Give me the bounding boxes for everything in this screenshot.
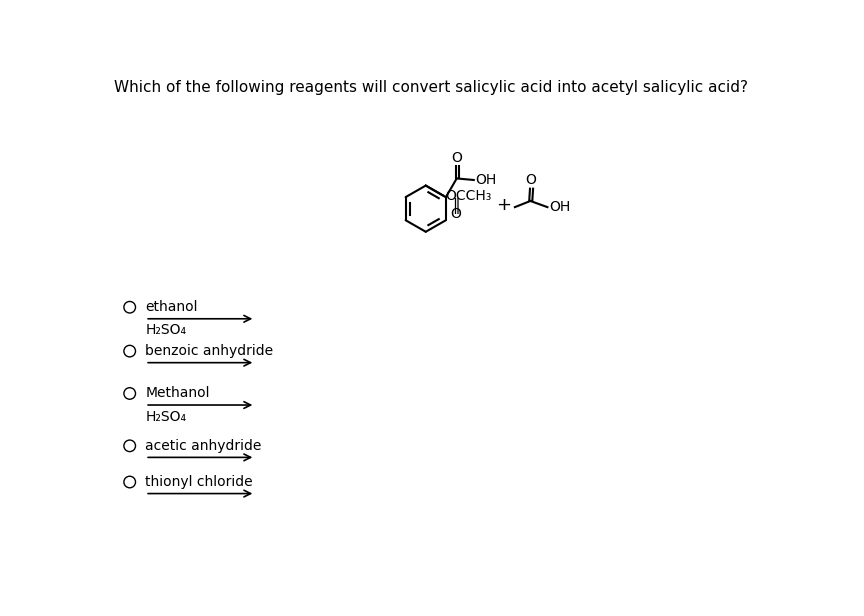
Text: benzoic anhydride: benzoic anhydride [145, 344, 273, 358]
Text: thionyl chloride: thionyl chloride [145, 475, 253, 489]
Text: O: O [451, 150, 462, 164]
Text: ‖: ‖ [452, 198, 460, 214]
Text: O: O [450, 207, 461, 221]
Text: Methanol: Methanol [145, 386, 210, 400]
Text: H₂SO₄: H₂SO₄ [145, 410, 187, 424]
Text: ethanol: ethanol [145, 300, 198, 314]
Text: acetic anhydride: acetic anhydride [145, 439, 262, 453]
Text: H₂SO₄: H₂SO₄ [145, 323, 187, 338]
Text: OH: OH [475, 173, 497, 187]
Text: +: + [496, 196, 511, 214]
Text: O: O [525, 173, 537, 187]
Text: Which of the following reagents will convert salicylic acid into acetyl salicyli: Which of the following reagents will con… [114, 80, 748, 95]
Text: OCCH₃: OCCH₃ [445, 188, 491, 203]
Text: OH: OH [549, 200, 570, 214]
